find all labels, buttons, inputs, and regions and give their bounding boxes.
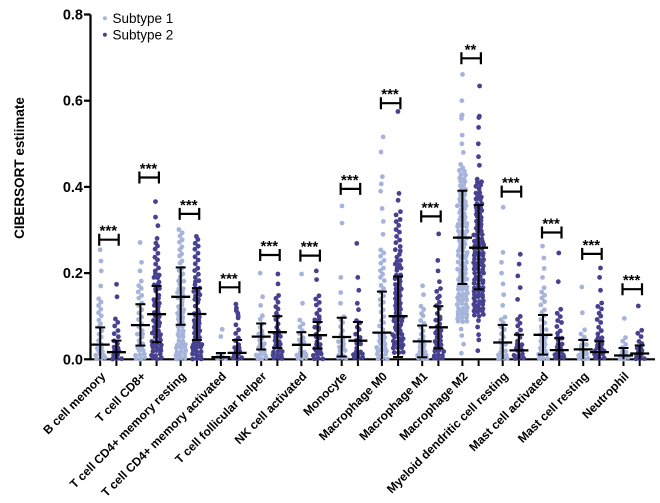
svg-text:***: *** <box>100 223 118 240</box>
svg-text:Subtype 1: Subtype 1 <box>113 11 174 26</box>
svg-text:***: *** <box>583 237 601 254</box>
svg-text:***: *** <box>341 172 359 189</box>
svg-text:***: *** <box>301 239 319 256</box>
svg-text:***: *** <box>220 270 238 287</box>
svg-text:***: *** <box>180 197 198 214</box>
svg-text:***: *** <box>623 272 641 289</box>
svg-text:***: *** <box>261 238 279 255</box>
svg-text:0.4: 0.4 <box>63 180 83 196</box>
svg-text:0.2: 0.2 <box>63 266 83 282</box>
svg-text:0.6: 0.6 <box>63 94 83 110</box>
svg-text:***: *** <box>422 199 440 216</box>
svg-text:***: *** <box>542 216 560 233</box>
svg-text:0.8: 0.8 <box>63 8 83 24</box>
svg-text:Subtype 2: Subtype 2 <box>113 27 174 42</box>
svg-text:0.0: 0.0 <box>63 352 83 368</box>
svg-text:CIBERSORT estiimate: CIBERSORT estiimate <box>12 97 27 239</box>
svg-text:***: *** <box>381 86 399 103</box>
svg-text:***: *** <box>502 175 520 192</box>
svg-text:***: *** <box>140 161 158 178</box>
svg-text:**: ** <box>465 41 477 58</box>
